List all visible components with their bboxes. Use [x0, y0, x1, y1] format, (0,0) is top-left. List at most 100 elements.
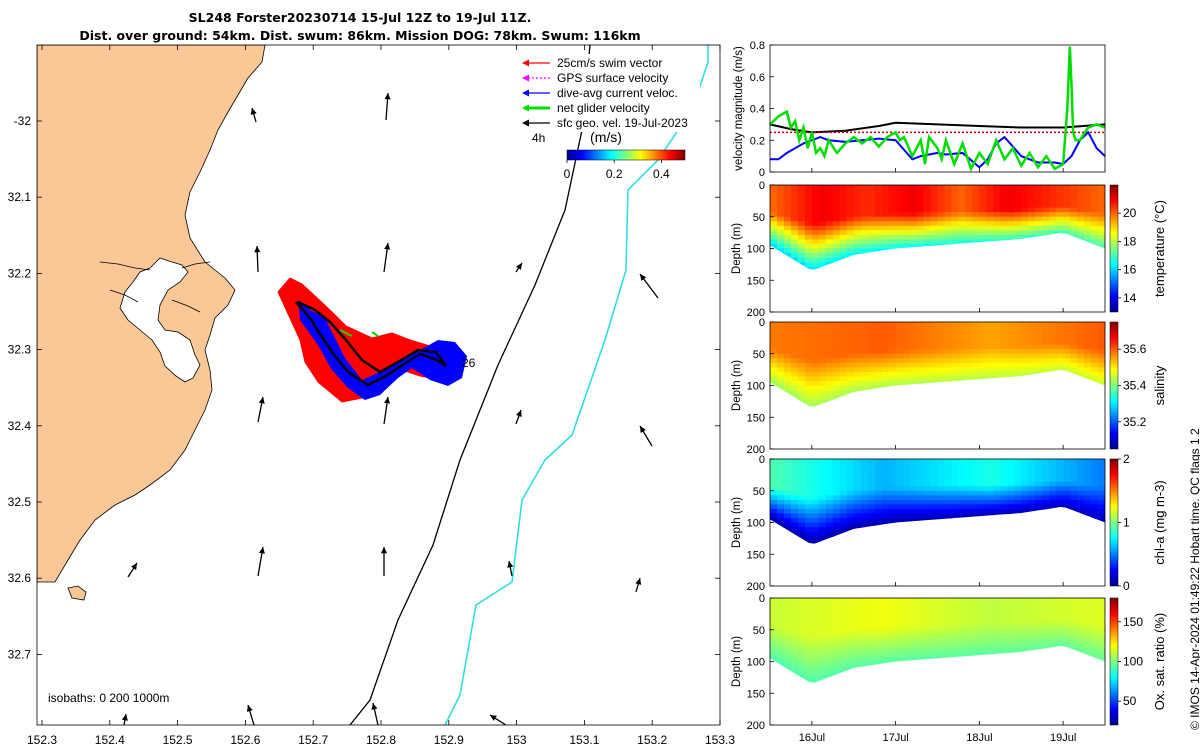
temperature-cell	[937, 216, 946, 222]
salinity-cell	[944, 353, 953, 359]
chlorophyll-cell	[790, 531, 799, 537]
temperature-cell	[1035, 194, 1043, 200]
salinity-cell	[972, 322, 980, 328]
temperature-cell	[790, 207, 799, 213]
oxygen-cell	[797, 598, 806, 604]
chlorophyll-cell	[832, 517, 841, 524]
oxygen-cell	[874, 643, 883, 649]
chlorophyll-cell	[825, 522, 834, 528]
chlorophyll-cell	[909, 463, 918, 469]
geostrophic-arrow-head	[254, 246, 261, 253]
oxygen-cell	[797, 634, 806, 640]
chlorophyll-cell	[895, 463, 904, 469]
temperature-cell	[846, 194, 855, 200]
salinity-cell	[937, 322, 946, 328]
temperature-cell	[832, 239, 841, 245]
salinity-cell	[930, 349, 939, 355]
chlorophyll-y-tick-label: 0	[759, 454, 765, 466]
salinity-cell	[846, 353, 855, 359]
temperature-cell	[923, 221, 932, 227]
chlorophyll-cell	[867, 513, 876, 519]
salinity-cell	[916, 340, 925, 346]
chlorophyll-y-tick-label: 200	[747, 581, 765, 593]
temperature-cell	[804, 230, 813, 236]
chlorophyll-cell	[895, 481, 904, 487]
salinity-cell	[1077, 349, 1085, 355]
chlorophyll-cell	[881, 508, 890, 515]
temperature-cell	[776, 225, 785, 231]
chlorophyll-cell	[811, 522, 820, 528]
temperature-cell	[902, 239, 911, 245]
chlorophyll-cell	[1084, 504, 1092, 510]
salinity-cell	[811, 340, 820, 346]
chlorophyll-cell	[895, 472, 904, 478]
temperature-cell	[874, 243, 883, 250]
temperature-cell	[888, 243, 897, 250]
salinity-cell	[916, 358, 925, 364]
geostrophic-arrow-head	[516, 410, 522, 417]
salinity-cell	[1098, 349, 1105, 355]
temperature-cell	[860, 189, 869, 195]
temperature-cell	[804, 243, 813, 250]
temperature-cell	[867, 185, 876, 191]
salinity-cell	[909, 322, 918, 328]
salinity-cell	[986, 358, 994, 364]
oxygen-cell	[930, 652, 939, 658]
salinity-cell	[846, 362, 855, 368]
estuary-water	[119, 257, 201, 383]
temperature-cell	[804, 198, 813, 204]
temperature-cell	[1091, 198, 1099, 204]
legend-entry-label: sfc geo. vel. 19-Jul-2023	[557, 116, 688, 130]
temperature-cell	[811, 194, 820, 200]
oxygen-cell	[930, 629, 939, 635]
oxygen-cell	[860, 629, 869, 635]
chlorophyll-cell	[986, 459, 994, 465]
oxygen-cell	[783, 616, 792, 622]
chlorophyll-cell	[776, 513, 785, 519]
chlorophyll-cell	[776, 486, 785, 492]
oxygen-cell	[853, 634, 862, 640]
temperature-cell	[867, 234, 876, 241]
oxygen-cell	[846, 620, 855, 626]
temperature-cell	[825, 198, 834, 204]
salinity-cell	[1042, 358, 1050, 364]
salinity-cell	[986, 362, 994, 368]
chlorophyll-cell	[1028, 459, 1036, 465]
chlorophyll-cell	[902, 468, 911, 474]
temperature-cell	[902, 221, 911, 227]
temperature-cell	[811, 185, 820, 191]
salinity-cell	[860, 380, 869, 387]
temperature-cell	[839, 216, 848, 222]
temperature-cell	[972, 189, 980, 195]
salinity-cell	[783, 390, 792, 396]
chlorophyll-cell	[958, 508, 967, 515]
oxygen-cell	[860, 620, 869, 626]
oxygen-cell	[839, 598, 848, 604]
temperature-cell	[776, 234, 785, 241]
chlorophyll-cell	[1070, 459, 1078, 465]
temperature-cell	[1014, 185, 1022, 191]
temperature-cell	[1070, 225, 1078, 231]
temperature-cell	[867, 207, 876, 213]
chlorophyll-cell	[1070, 481, 1078, 487]
salinity-cell	[1063, 353, 1071, 359]
chlorophyll-cell	[1042, 495, 1050, 501]
temperature-cell	[1021, 207, 1029, 213]
chlorophyll-cell	[1084, 477, 1092, 483]
temperature-cell	[958, 234, 967, 241]
chlorophyll-cell	[1000, 508, 1008, 515]
chlorophyll-cell	[993, 459, 1001, 465]
chlorophyll-cell	[804, 536, 813, 542]
chlorophyll-cell	[770, 513, 778, 519]
temperature-cell	[916, 185, 925, 191]
dive-avg-current-band	[298, 300, 467, 400]
temperature-cell	[860, 203, 869, 209]
salinity-cell	[770, 376, 778, 382]
chlorophyll-cell	[832, 522, 841, 528]
chlorophyll-cell	[909, 472, 918, 478]
chlorophyll-cell	[804, 508, 813, 515]
salinity-cell	[895, 331, 904, 337]
salinity-cell	[1063, 358, 1071, 364]
temperature-cell	[1084, 203, 1092, 209]
oxygen-cell	[937, 620, 946, 626]
